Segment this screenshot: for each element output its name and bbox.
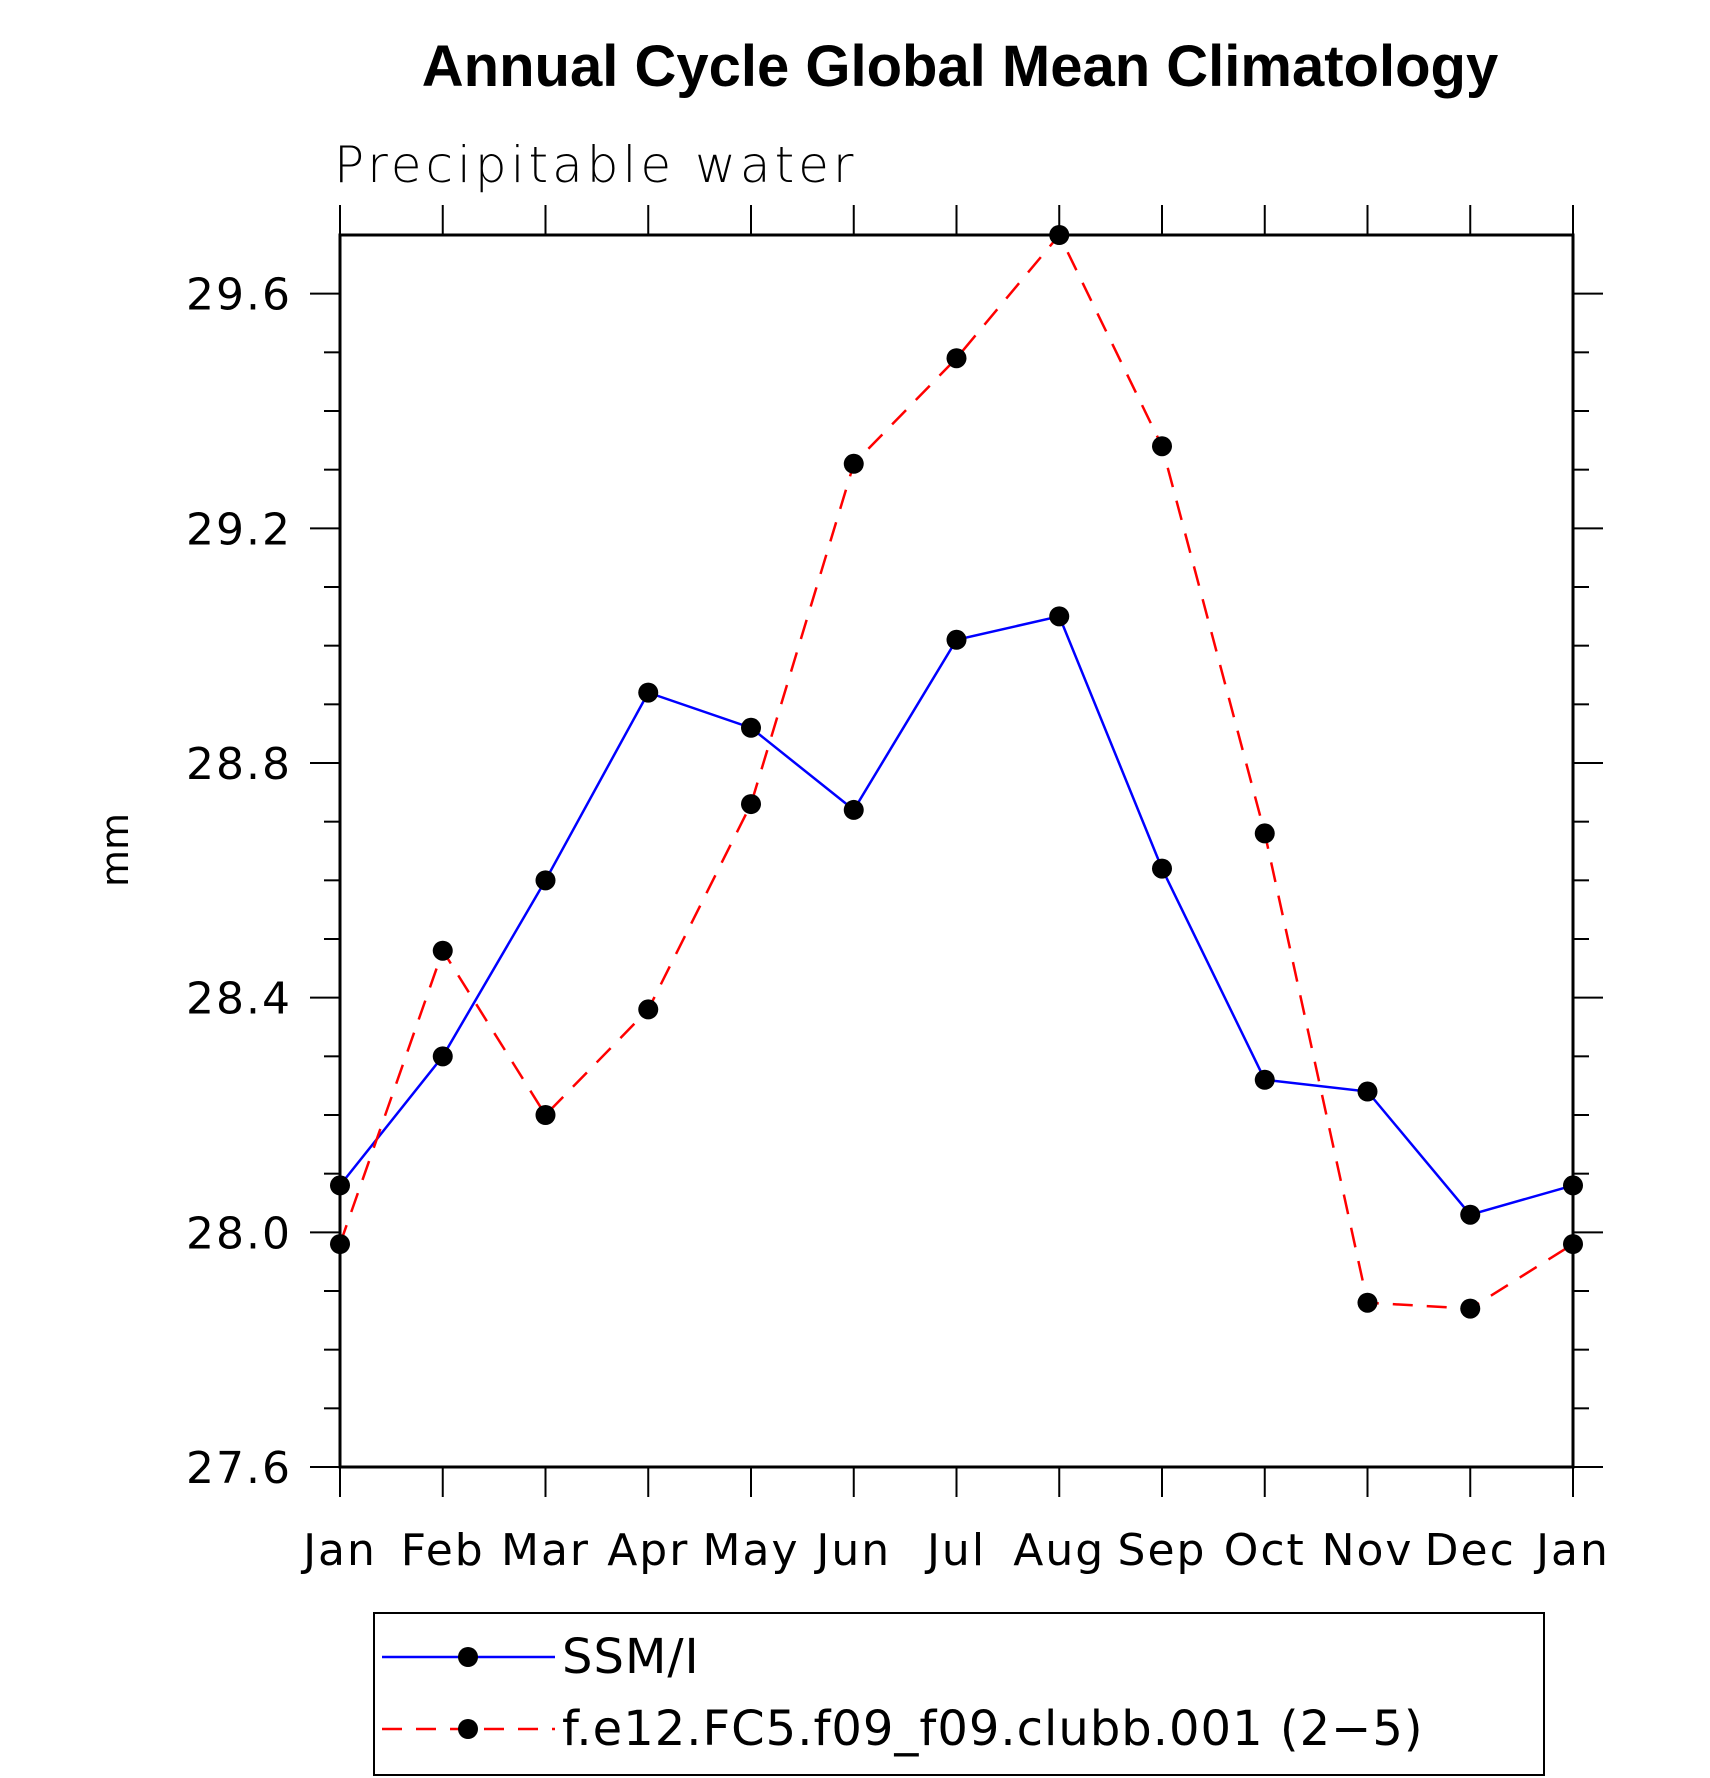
legend-label-model: f.e12.FC5.f09_f09.clubb.001 (2−5)	[562, 1701, 1424, 1757]
series-line-0	[339, 614, 1574, 1217]
y-tick-label: 28.8	[186, 739, 292, 790]
data-point-series-0	[1152, 858, 1172, 879]
x-tick-label: May	[703, 1525, 800, 1576]
data-point-series-1	[1152, 436, 1172, 457]
x-tick-label: Jun	[813, 1525, 891, 1576]
data-markers	[330, 225, 1583, 1319]
x-tick-label: Feb	[401, 1525, 485, 1576]
series-lines	[338, 232, 1574, 1310]
data-point-series-1	[741, 794, 761, 815]
x-tick-labels: Jan Feb Mar Apr May Jun Jul Aug Sep Oct Nov Dec Jan	[300, 1525, 1610, 1576]
x-tick-label: Sep	[1118, 1525, 1207, 1576]
legend-marker-ssmi	[458, 1647, 478, 1667]
data-point-series-0	[638, 682, 659, 703]
y-tick-label: 29.6	[186, 270, 292, 321]
data-point-series-0	[432, 1046, 453, 1067]
data-point-series-1	[432, 940, 453, 961]
y-tick-label: 28.4	[186, 974, 292, 1025]
x-tick-label: Apr	[607, 1525, 689, 1576]
x-tick-label: Dec	[1425, 1525, 1516, 1576]
data-point-series-0	[1357, 1081, 1378, 1102]
data-point-series-0	[741, 717, 761, 738]
data-point-series-1	[638, 999, 659, 1020]
data-point-series-1	[1357, 1292, 1378, 1313]
plot-frame	[338, 233, 1575, 1469]
data-point-series-0	[1254, 1069, 1275, 1090]
series-line-1	[338, 232, 1574, 1310]
y-tick-label: 28.0	[186, 1208, 292, 1259]
y-axis-label: mm	[93, 813, 137, 887]
legend-label-ssmi: SSM/I	[562, 1629, 700, 1685]
x-tick-label: Oct	[1224, 1525, 1306, 1576]
data-point-series-1	[1254, 823, 1275, 844]
chart-title: Annual Cycle Global Mean Climatology	[422, 34, 1498, 99]
legend-marker-model	[458, 1719, 478, 1739]
legend: SSM/I f.e12.FC5.f09_f09.clubb.001 (2−5)	[373, 1612, 1545, 1776]
y-tick-label: 27.6	[186, 1443, 292, 1494]
y-tick-labels: 27.6 28.0 28.4 28.8 29.2 29.6	[186, 270, 292, 1494]
x-tick-label: Jul	[924, 1525, 986, 1576]
data-point-series-0	[535, 870, 556, 891]
x-tick-label: Nov	[1322, 1525, 1414, 1576]
x-tick-label: Jan	[1533, 1525, 1610, 1576]
data-point-series-1	[843, 453, 864, 474]
data-point-series-1	[1460, 1298, 1481, 1319]
y-tick-label: 29.2	[186, 504, 292, 555]
x-tick-label: Jan	[300, 1525, 377, 1576]
data-point-series-0	[946, 629, 967, 650]
axis-ticks	[310, 205, 1603, 1497]
data-point-series-1	[535, 1105, 556, 1125]
data-point-series-0	[1049, 606, 1070, 627]
chart-subtitle: Precipitable water	[334, 136, 858, 194]
x-tick-label: Mar	[501, 1525, 590, 1576]
data-point-series-0	[843, 799, 864, 820]
data-point-series-0	[1460, 1204, 1481, 1225]
legend-box	[373, 1612, 1545, 1776]
data-point-series-1	[946, 348, 967, 369]
x-tick-label: Aug	[1013, 1525, 1105, 1576]
